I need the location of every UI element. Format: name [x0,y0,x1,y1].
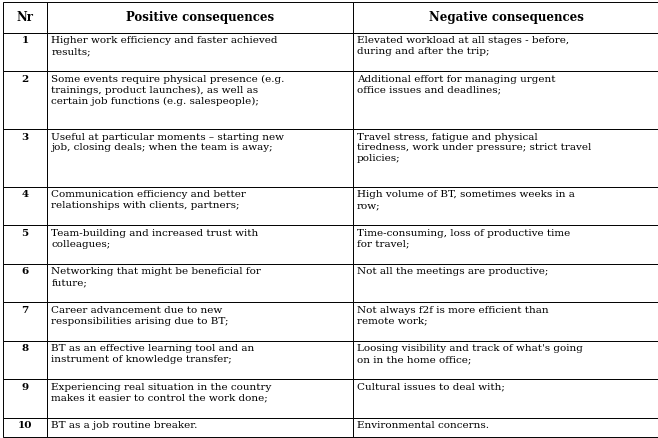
Text: BT as a job routine breaker.: BT as a job routine breaker. [51,421,197,431]
Text: Loosing visibility and track of what's going
on in the home office;: Loosing visibility and track of what's g… [357,344,582,364]
Text: 10: 10 [18,421,32,431]
Text: Negative consequences: Negative consequences [429,11,584,24]
Bar [353,33,658,71]
Text: 8: 8 [22,344,28,353]
Bar [47,187,353,226]
Bar [353,187,658,226]
Text: Experiencing real situation in the country
makes it easier to control the work d: Experiencing real situation in the count… [51,383,272,403]
Text: Some events require physical presence (e.g.
trainings, product launches), as wel: Some events require physical presence (e… [51,75,285,106]
Text: 6: 6 [21,268,29,276]
Bar [3,341,47,379]
Text: 2: 2 [21,75,29,84]
Bar [3,418,47,437]
Bar [3,129,47,187]
Text: Networking that might be beneficial for
future;: Networking that might be beneficial for … [51,268,261,287]
Bar [47,226,353,264]
Bar [3,302,47,341]
Bar [3,264,47,302]
Bar [353,226,658,264]
Text: 9: 9 [22,383,28,392]
Text: 7: 7 [21,306,29,315]
Text: 5: 5 [22,229,28,238]
Bar [353,129,658,187]
Bar [3,33,47,71]
Text: Additional effort for managing urgent
office issues and deadlines;: Additional effort for managing urgent of… [357,75,555,95]
Bar [353,302,658,341]
Bar [353,71,658,129]
Bar [3,2,47,33]
Bar [353,379,658,418]
Text: Career advancement due to new
responsibilities arising due to BT;: Career advancement due to new responsibi… [51,306,229,326]
Text: Positive consequences: Positive consequences [126,11,274,24]
Bar [3,187,47,226]
Bar [353,341,658,379]
Bar [353,2,658,33]
Bar [47,264,353,302]
Text: Environmental concerns.: Environmental concerns. [357,421,489,431]
Text: High volume of BT, sometimes weeks in a
row;: High volume of BT, sometimes weeks in a … [357,191,574,210]
Text: Elevated workload at all stages - before,
during and after the trip;: Elevated workload at all stages - before… [357,36,569,56]
Text: Not always f2f is more efficient than
remote work;: Not always f2f is more efficient than re… [357,306,548,326]
Text: Useful at particular moments – starting new
job, closing deals; when the team is: Useful at particular moments – starting … [51,133,284,152]
Text: Team-building and increased trust with
colleagues;: Team-building and increased trust with c… [51,229,259,249]
Bar [47,71,353,129]
Text: Not all the meetings are productive;: Not all the meetings are productive; [357,268,548,276]
Bar [3,226,47,264]
Text: Nr: Nr [16,11,34,24]
Bar [47,302,353,341]
Bar [47,379,353,418]
Text: Communication efficiency and better
relationships with clients, partners;: Communication efficiency and better rela… [51,191,246,210]
Bar [47,418,353,437]
Bar [3,71,47,129]
Bar [47,33,353,71]
Text: Cultural issues to deal with;: Cultural issues to deal with; [357,383,505,392]
Text: Travel stress, fatigue and physical
tiredness, work under pressure; strict trave: Travel stress, fatigue and physical tire… [357,133,591,163]
Bar [3,379,47,418]
Bar [353,264,658,302]
Bar [47,2,353,33]
Text: BT as an effective learning tool and an
instrument of knowledge transfer;: BT as an effective learning tool and an … [51,344,255,364]
Bar [353,418,658,437]
Text: Time-consuming, loss of productive time
for travel;: Time-consuming, loss of productive time … [357,229,570,249]
Text: 3: 3 [22,133,28,142]
Bar [47,129,353,187]
Text: 1: 1 [21,36,29,46]
Text: Higher work efficiency and faster achieved
results;: Higher work efficiency and faster achiev… [51,36,278,56]
Bar [47,341,353,379]
Text: 4: 4 [22,191,28,199]
